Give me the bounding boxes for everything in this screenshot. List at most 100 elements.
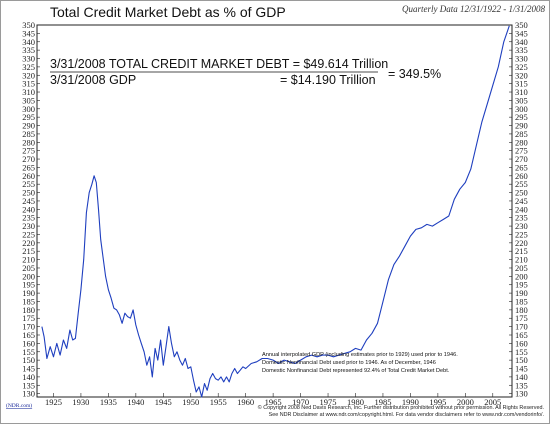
y-tick-label-left: 260	[22, 171, 35, 181]
x-tick-label: 1965	[265, 397, 282, 407]
y-tick-label-left: 345	[22, 28, 35, 38]
copyright-text: © Copyright 2008 Ned Davis Research, Inc…	[258, 404, 544, 411]
y-tick-label-left: 235	[22, 213, 35, 223]
y-tick-label-left: 155	[22, 347, 35, 357]
y-tick-label-right: 235	[515, 213, 528, 223]
y-tick-label-left: 185	[22, 296, 35, 306]
y-tick-label-right: 305	[515, 95, 528, 105]
x-tick-label: 1970	[292, 397, 309, 407]
y-tick-label-left: 150	[22, 355, 35, 365]
y-tick-label-left: 220	[22, 238, 35, 248]
y-tick-label-left: 270	[22, 154, 35, 164]
y-tick-label-right: 160	[515, 338, 528, 348]
y-tick-label-right: 345	[515, 28, 528, 38]
y-tick-label-right: 175	[515, 313, 528, 323]
y-tick-label-right: 155	[515, 347, 528, 357]
note-line-3: Domestic Nonfinancial Debt represented 9…	[262, 368, 450, 374]
y-tick-label-right: 290	[515, 121, 528, 131]
y-tick-label-left: 335	[22, 45, 35, 55]
y-tick-label-right: 180	[515, 305, 528, 315]
disclaimer-text: See NDR Disclaimer at www.ndr.com/copyri…	[269, 412, 544, 418]
y-tick-label-right: 285	[515, 129, 528, 139]
y-tick-label-right: 185	[515, 296, 528, 306]
x-tick-label: 1925	[45, 397, 62, 407]
y-tick-label-left: 305	[22, 95, 35, 105]
y-tick-label-right: 295	[515, 112, 528, 122]
y-tick-label-left: 230	[22, 221, 35, 231]
y-tick-label-right: 150	[515, 355, 528, 365]
x-tick-label: 1945	[155, 397, 172, 407]
x-tick-label: 1935	[100, 397, 117, 407]
y-tick-label-right: 265	[515, 162, 528, 172]
y-tick-label-left: 315	[22, 79, 35, 89]
y-tick-label-left: 165	[22, 330, 35, 340]
y-tick-label-right: 335	[515, 45, 528, 55]
x-tick-label: 1960	[237, 397, 254, 407]
y-tick-label-right: 320	[515, 70, 528, 80]
y-tick-label-left: 340	[22, 37, 35, 47]
x-tick-label: 1985	[374, 397, 391, 407]
y-tick-label-left: 320	[22, 70, 35, 80]
y-tick-label-left: 170	[22, 322, 35, 332]
y-tick-label-left: 265	[22, 162, 35, 172]
y-tick-label-left: 160	[22, 338, 35, 348]
y-tick-label-right: 170	[515, 322, 528, 332]
y-tick-label-left: 195	[22, 280, 35, 290]
y-tick-label-right: 145	[515, 364, 528, 374]
y-tick-label-right: 195	[515, 280, 528, 290]
y-tick-label-left: 200	[22, 271, 35, 281]
y-tick-label-right: 300	[515, 104, 528, 114]
y-tick-label-right: 310	[515, 87, 528, 97]
ratio-annotation: 3/31/2008 TOTAL CREDIT MARKET DEBT = $49…	[50, 57, 441, 87]
y-tick-label-left: 310	[22, 87, 35, 97]
note-line-2: Domestic Nonfinancial Debt used prior to…	[262, 360, 436, 366]
y-tick-label-left: 210	[22, 255, 35, 265]
y-tick-label-right: 200	[515, 271, 528, 281]
y-tick-label-left: 255	[22, 179, 35, 189]
y-tick-label-right: 275	[515, 146, 528, 156]
y-tick-label-left: 290	[22, 121, 35, 131]
y-tick-label-right: 205	[515, 263, 528, 273]
y-tick-label-left: 145	[22, 364, 35, 374]
ndr-logo-link[interactable]: (NDR.com)	[6, 402, 32, 409]
y-tick-label-right: 350	[515, 20, 528, 30]
y-tick-label-right: 255	[515, 179, 528, 189]
methodology-notes: Annual interpolated GDP (including estim…	[262, 352, 458, 374]
annotation-gdp-label: 3/31/2008 GDP	[50, 73, 136, 87]
y-tick-label-right: 190	[515, 288, 528, 298]
y-tick-label-right: 250	[515, 188, 528, 198]
debt-to-gdp-line	[41, 25, 510, 398]
plot-frame	[36, 24, 513, 398]
x-tick-label: 1995	[429, 397, 446, 407]
y-tick-label-right: 215	[515, 246, 528, 256]
y-tick-label-left: 300	[22, 104, 35, 114]
y-tick-label-left: 275	[22, 146, 35, 156]
y-tick-label-right: 280	[515, 137, 528, 147]
x-axis: 1925 1930 1935 1940 1945 1950 1955 1960 1965 1970…	[45, 393, 501, 407]
y-tick-label-right: 165	[515, 330, 528, 340]
y-tick-label-right: 315	[515, 79, 528, 89]
date-range: Quarterly Data 12/31/1922 - 1/31/2008	[402, 4, 545, 14]
y-tick-label-left: 295	[22, 112, 35, 122]
y-tick-label-right: 230	[515, 221, 528, 231]
x-tick-label: 1990	[402, 397, 419, 407]
y-tick-label-left: 205	[22, 263, 35, 273]
x-tick-label: 1930	[72, 397, 89, 407]
annotation-gdp-value: = $14.190 Trillion	[280, 73, 376, 87]
y-tick-label-right: 220	[515, 238, 528, 248]
y-tick-label-right: 270	[515, 154, 528, 164]
y-tick-label-right: 325	[515, 62, 528, 72]
y-tick-label-left: 285	[22, 129, 35, 139]
y-tick-label-left: 225	[22, 229, 35, 239]
y-tick-label-left: 190	[22, 288, 35, 298]
y-tick-label-left: 130	[22, 389, 35, 399]
y-axis-left: 1301351401451501551601651701751801851901…	[22, 20, 40, 399]
y-tick-label-right: 330	[515, 54, 528, 64]
x-tick-label: 2000	[457, 397, 474, 407]
y-axis-right: 1301351401451501551601651701751801851901…	[509, 20, 528, 399]
y-tick-label-left: 350	[22, 20, 35, 30]
x-tick-label: 1980	[347, 397, 364, 407]
y-tick-label-left: 325	[22, 62, 35, 72]
x-tick-label: 2005	[484, 397, 501, 407]
